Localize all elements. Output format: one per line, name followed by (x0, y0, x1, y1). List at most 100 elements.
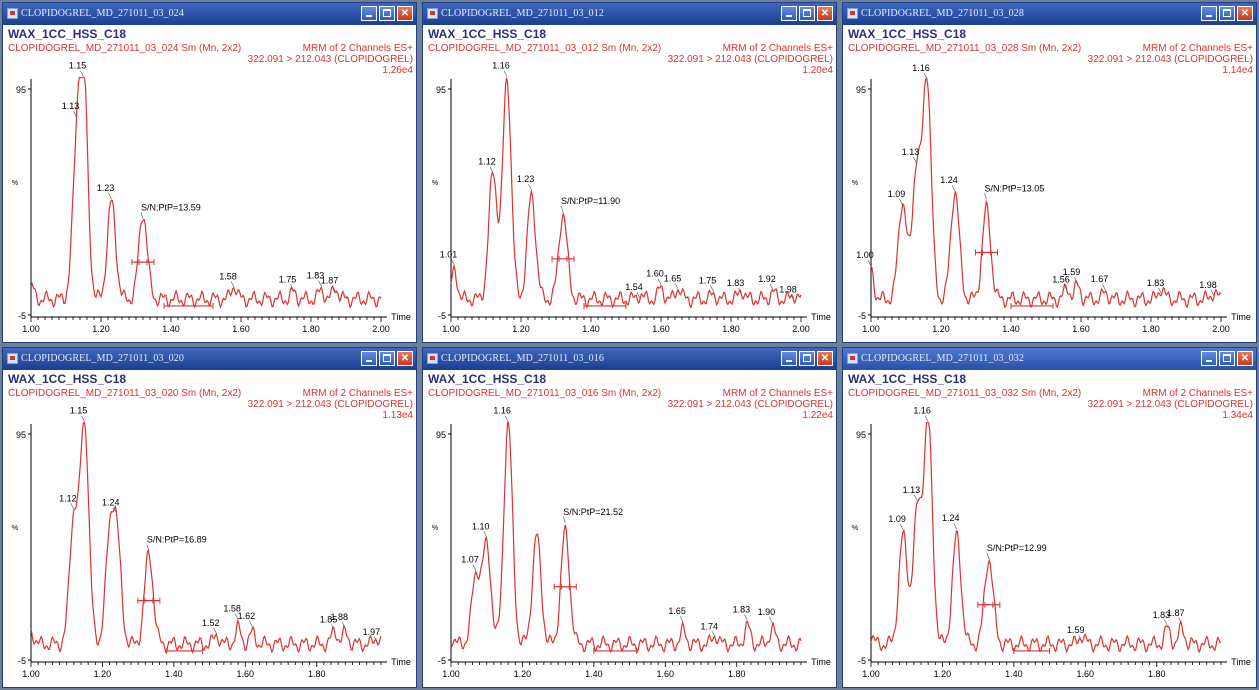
close-icon[interactable]: ✕ (1237, 351, 1253, 366)
x-tick-label: 1.80 (728, 669, 746, 679)
transition-info: 322.091 > 212.043 (CLOPIDOGREL) (1088, 54, 1253, 65)
x-tick-label: 1.00 (442, 669, 460, 679)
peak-label-leader (113, 507, 117, 514)
chromatogram-window[interactable]: CLOPIDOGREL_MD_271011_03_020 ✕ WAX_1CC_HSS… (2, 347, 417, 688)
sn-label-leader (984, 193, 987, 200)
window-titlebar[interactable]: CLOPIDOGREL_MD_271011_03_012 ✕ (423, 3, 836, 25)
peak-label: 1.98 (1199, 280, 1217, 290)
close-icon[interactable]: ✕ (397, 6, 413, 21)
intensity-label: 1.26e4 (382, 65, 413, 76)
chromatogram-window[interactable]: CLOPIDOGREL_MD_271011_03_016 ✕ WAX_1CC_HSS… (422, 347, 837, 688)
sn-label-leader (563, 516, 566, 523)
peak-label: 1.58 (219, 271, 237, 281)
y-tick-label: 95 (436, 430, 446, 440)
maximize-icon[interactable] (379, 351, 395, 366)
signal-to-noise-label: S/N:PtP=13.59 (141, 203, 201, 213)
peak-label: 1.83 (307, 271, 325, 281)
chromatogram-window[interactable]: CLOPIDOGREL_MD_271011_03_032 ✕ WAX_1CC_HSS… (842, 347, 1257, 688)
x-tick-label: 1.40 (162, 324, 180, 334)
peak-label-leader (913, 157, 917, 164)
minimize-icon[interactable] (1201, 351, 1217, 366)
peak-label-leader (657, 278, 662, 285)
method-name: WAX_1CC_HSS_C18 (848, 372, 966, 386)
minimize-icon[interactable] (361, 351, 377, 366)
maximize-icon[interactable] (799, 351, 815, 366)
peak-label: 1.16 (493, 406, 511, 416)
peak-label-leader (472, 564, 477, 571)
chromatogram-window[interactable]: CLOPIDOGREL_MD_271011_03_028 ✕ WAX_1CC_HSS… (842, 2, 1257, 343)
window-titlebar[interactable]: CLOPIDOGREL_MD_271011_03_016 ✕ (423, 348, 836, 370)
y-tick-label: 95 (16, 430, 26, 440)
minimize-icon[interactable] (781, 351, 797, 366)
maximize-icon[interactable] (799, 6, 815, 21)
maximize-icon[interactable] (1219, 6, 1235, 21)
maximize-icon[interactable] (1219, 351, 1235, 366)
y-axis-label: % (432, 180, 438, 187)
y-tick-label: 95 (856, 85, 866, 95)
peak-label: 1.01 (440, 249, 458, 259)
minimize-icon[interactable] (781, 6, 797, 21)
close-icon[interactable]: ✕ (817, 351, 833, 366)
x-tick-label: 1.60 (1077, 669, 1095, 679)
peak-label-leader (73, 111, 77, 118)
channel-info: MRM of 2 Channels ES+ (723, 388, 833, 399)
window-title: CLOPIDOGREL_MD_271011_03_032 (861, 353, 1024, 364)
peak-label-leader (249, 620, 253, 628)
peak-label-leader (80, 70, 84, 77)
peak-label-leader (710, 285, 714, 292)
peak-label: 1.13 (902, 147, 920, 157)
peak-label: 1.65 (664, 274, 682, 284)
chromatogram-window[interactable]: CLOPIDOGREL_MD_271011_03_012 ✕ WAX_1CC_HSS… (422, 2, 837, 343)
chromatogram-window[interactable]: CLOPIDOGREL_MD_271011_03_024 ✕ WAX_1CC_HSS… (2, 2, 417, 343)
transition-info: 322.091 > 212.043 (CLOPIDOGREL) (668, 54, 833, 65)
x-tick-label: 1.40 (165, 669, 183, 679)
peak-label: 1.13 (62, 101, 80, 111)
y-tick-label: -5 (858, 311, 866, 321)
signal-to-noise-label: S/N:PtP=16.89 (147, 534, 207, 544)
method-name: WAX_1CC_HSS_C18 (848, 27, 966, 41)
y-axis-label: % (852, 525, 858, 532)
chromatogram-trace (30, 422, 382, 654)
peak-label-leader (332, 285, 336, 292)
y-tick-label: -5 (438, 311, 446, 321)
peak-label: 1.24 (940, 175, 958, 185)
close-icon[interactable]: ✕ (1237, 6, 1253, 21)
close-icon[interactable]: ✕ (397, 351, 413, 366)
x-axis-label: Time (811, 312, 831, 322)
x-tick-label: 1.80 (302, 324, 320, 334)
peak-label-leader (899, 198, 903, 205)
window-titlebar[interactable]: CLOPIDOGREL_MD_271011_03_028 ✕ (843, 3, 1256, 25)
channel-info: MRM of 2 Channels ES+ (303, 388, 413, 399)
chromatogram-window-icon (7, 8, 18, 19)
chromatogram-window-icon (427, 353, 438, 364)
x-tick-label: 1.00 (862, 669, 880, 679)
peak-label: 1.90 (758, 607, 776, 617)
peak-label-leader (712, 631, 716, 638)
intensity-label: 1.22e4 (802, 410, 833, 421)
maximize-icon[interactable] (379, 6, 395, 21)
peak-label: 1.54 (625, 282, 643, 292)
intensity-label: 1.13e4 (382, 410, 413, 421)
x-tick-label: 1.60 (1072, 324, 1090, 334)
window-titlebar[interactable]: CLOPIDOGREL_MD_271011_03_024 ✕ (3, 3, 416, 25)
peak-label-leader (1063, 284, 1068, 291)
close-icon[interactable]: ✕ (817, 6, 833, 21)
window-controls: ✕ (361, 6, 413, 21)
chromatogram-trace (870, 422, 1222, 654)
window-titlebar[interactable]: CLOPIDOGREL_MD_271011_03_020 ✕ (3, 348, 416, 370)
x-tick-label: 1.20 (932, 324, 950, 334)
window-titlebar[interactable]: CLOPIDOGREL_MD_271011_03_032 ✕ (843, 348, 1256, 370)
minimize-icon[interactable] (1201, 6, 1217, 21)
chromatogram-plot: WAX_1CC_HSS_C18 CLOPIDOGREL_MD_271011_03_… (8, 27, 413, 334)
chromatogram-trace (450, 77, 802, 309)
peak-label: 1.15 (69, 61, 87, 71)
x-tick-label: 1.00 (862, 324, 880, 334)
peak-label-leader (503, 70, 508, 77)
peak-label: 1.87 (1167, 608, 1185, 618)
peak-label: 1.75 (279, 274, 297, 284)
minimize-icon[interactable] (361, 6, 377, 21)
x-tick-label: 1.20 (514, 669, 532, 679)
y-tick-label: -5 (18, 311, 26, 321)
sample-info: CLOPIDOGREL_MD_271011_03_016 Sm (Mn, 2x2… (428, 388, 661, 399)
